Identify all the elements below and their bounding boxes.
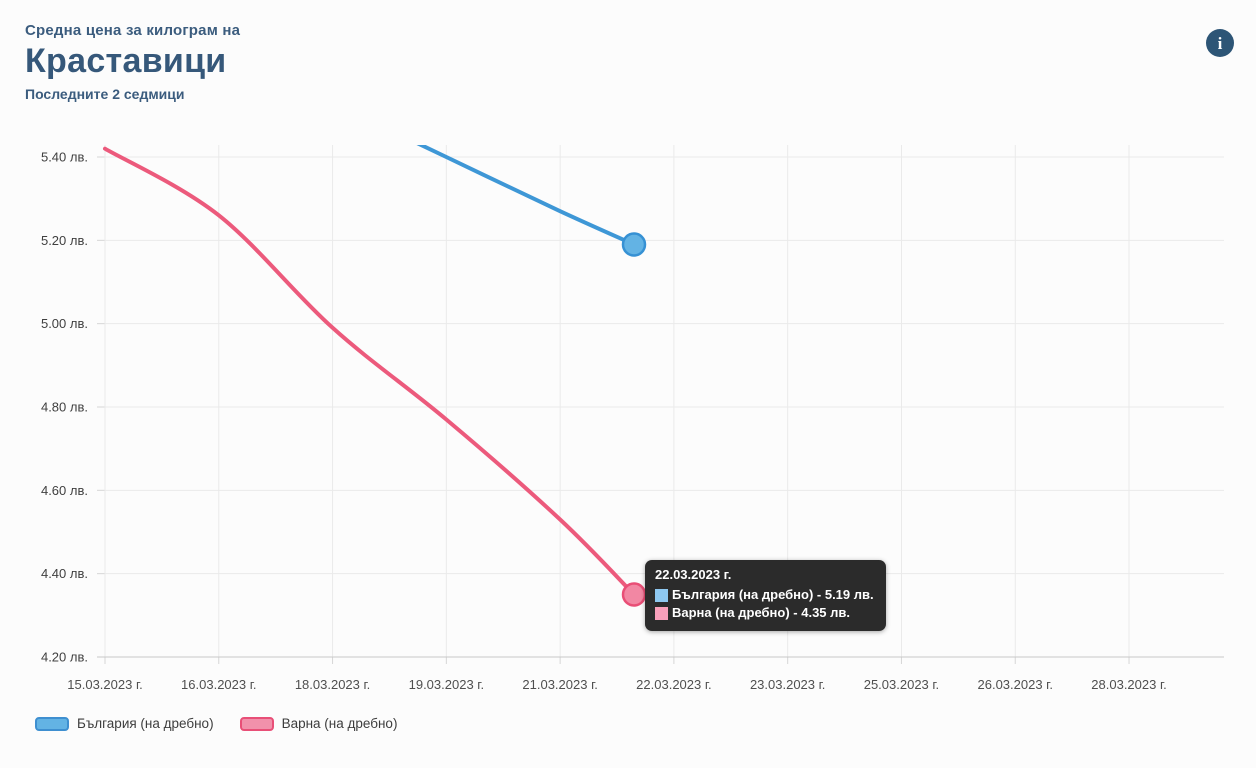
chart-legend: България (на дребно) Варна (на дребно) bbox=[35, 716, 397, 731]
chart-supertitle: Средна цена за килограм на bbox=[25, 22, 241, 39]
x-axis-label: 26.03.2023 г. bbox=[978, 677, 1053, 692]
x-axis-label: 25.03.2023 г. bbox=[864, 677, 939, 692]
info-icon: i bbox=[1217, 33, 1223, 53]
x-axis-label: 16.03.2023 г. bbox=[181, 677, 256, 692]
point-marker-1[interactable] bbox=[621, 582, 647, 607]
series-line-0 bbox=[416, 145, 636, 247]
y-axis-label: 5.20 лв. bbox=[41, 233, 88, 248]
info-button[interactable]: i bbox=[1206, 29, 1234, 57]
tooltip-row: Варна (на дребно) - 4.35 лв. bbox=[655, 604, 874, 622]
tooltip-rows: България (на дребно) - 5.19 лв. Варна (на… bbox=[655, 586, 874, 622]
tooltip-row: България (на дребно) - 5.19 лв. bbox=[655, 586, 874, 604]
y-axis-label: 5.40 лв. bbox=[41, 150, 88, 165]
legend-item[interactable]: България (на дребно) bbox=[35, 716, 214, 731]
y-axis-label: 4.80 лв. bbox=[41, 399, 88, 414]
legend-label: България (на дребно) bbox=[77, 716, 214, 731]
chart-tooltip: 22.03.2023 г. България (на дребно) - 5.1… bbox=[645, 560, 886, 631]
x-axis-label: 28.03.2023 г. bbox=[1091, 677, 1166, 692]
y-axis-label: 4.60 лв. bbox=[41, 483, 88, 498]
y-axis-label: 5.00 лв. bbox=[41, 316, 88, 331]
x-axis-label: 23.03.2023 г. bbox=[750, 677, 825, 692]
legend-label: Варна (на дребно) bbox=[281, 716, 398, 731]
point-marker-0[interactable] bbox=[621, 232, 647, 257]
series-line-1 bbox=[103, 146, 636, 597]
y-axis-label: 4.40 лв. bbox=[41, 566, 88, 581]
legend-item[interactable]: Варна (на дребно) bbox=[239, 716, 398, 731]
x-axis-label: 22.03.2023 г. bbox=[636, 677, 711, 692]
legend-swatch-icon bbox=[35, 716, 69, 731]
y-axis-label: 4.20 лв. bbox=[41, 649, 88, 664]
tooltip-series-value: България (на дребно) - 5.19 лв. bbox=[672, 587, 874, 602]
page-title: Краставици bbox=[25, 42, 227, 80]
x-axis-label: 15.03.2023 г. bbox=[67, 677, 142, 692]
x-axis-label: 18.03.2023 г. bbox=[295, 677, 370, 692]
legend-swatch-icon bbox=[239, 716, 274, 731]
x-axis-label: 21.03.2023 г. bbox=[522, 677, 597, 692]
x-axis-label: 19.03.2023 г. bbox=[409, 677, 484, 692]
series-lines bbox=[103, 145, 636, 597]
chart-header: Средна цена за килограм на Краставици По… bbox=[25, 22, 240, 102]
tooltip-date: 22.03.2023 г. bbox=[655, 567, 732, 582]
tooltip-series-swatch bbox=[655, 588, 668, 602]
tooltip-series-swatch bbox=[655, 606, 668, 620]
chart-subtitle: Последните 2 седмици bbox=[25, 86, 185, 102]
tooltip-series-value: Варна (на дребно) - 4.35 лв. bbox=[672, 605, 851, 620]
